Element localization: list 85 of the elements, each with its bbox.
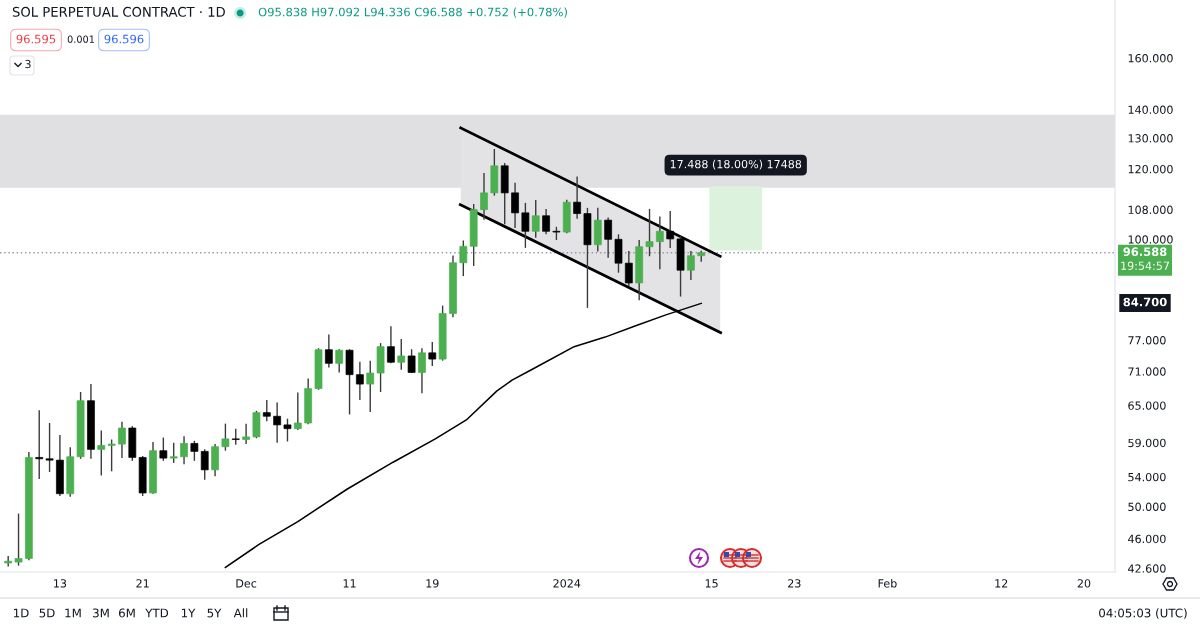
y-tick-label: 50.000 (1128, 502, 1166, 511)
x-tick-label: 2024 (553, 579, 581, 588)
x-tick-label: 13 (54, 579, 67, 588)
y-tick-label: 59.000 (1128, 438, 1166, 448)
x-tick-label: Dec (236, 579, 257, 588)
annotation: 96.595 (16, 34, 56, 44)
candlestick (190, 440, 199, 462)
candlestick (4, 555, 13, 568)
candlestick (687, 250, 695, 281)
x-tick-label: 23 (788, 579, 801, 588)
candlestick (542, 208, 550, 236)
text: 6M (118, 608, 135, 618)
x-tick-label: 11 (343, 579, 356, 588)
candlestick (180, 435, 188, 465)
y-tick-label: 140.000 (1128, 105, 1173, 114)
text: 1D (14, 608, 29, 618)
text: 1Y (181, 608, 196, 618)
annotation: 96.596 (104, 34, 144, 44)
candlestick (14, 512, 23, 567)
candlestick (159, 436, 168, 462)
y-tick-label: 120.000 (1128, 164, 1173, 174)
candlestick (324, 333, 333, 369)
x-tick-label: Feb (878, 578, 897, 588)
text: All (233, 608, 248, 618)
candlestick (283, 418, 292, 443)
y-tick-label: 46.000 (1128, 534, 1166, 544)
candlestick (35, 409, 44, 480)
y-tick-label: 160.000 (1128, 54, 1173, 63)
y-tick-label: 71.000 (1128, 367, 1166, 376)
text: YTD (145, 608, 169, 618)
candlestick (200, 448, 209, 481)
y-tick-label: 100.000 (1128, 235, 1173, 244)
y-tick-label: 108.000 (1128, 205, 1173, 215)
candlestick (262, 399, 271, 422)
x-tick-label: 19 (426, 579, 439, 588)
text: 04:05:03 (UTC) (1099, 608, 1187, 619)
y-tick-label: 54.000 (1128, 472, 1166, 482)
y-tick-label: 42.600 (1128, 564, 1166, 573)
candlestick (45, 422, 54, 473)
candlestick (459, 239, 468, 277)
candlestick (293, 391, 302, 431)
candlestick (428, 341, 437, 367)
candlestick (356, 361, 364, 401)
text: 5D (39, 608, 55, 618)
text: 84.700 (1123, 297, 1167, 307)
candlestick (242, 422, 250, 445)
candlestick (211, 443, 219, 477)
candlestick (511, 182, 519, 229)
candlestick (366, 359, 375, 413)
candlestick (169, 442, 178, 464)
y-tick-label: 65.000 (1128, 401, 1166, 410)
annotation: 3 (25, 59, 31, 69)
candlestick (614, 233, 623, 274)
candlestick (418, 347, 426, 394)
y-tick-label: 77.000 (1128, 336, 1166, 345)
x-tick-label: 12 (995, 579, 1008, 588)
text: 1M (65, 608, 81, 618)
candlestick (573, 175, 581, 220)
text: O95.838 H97.092 L94.336 C96.588 +0.752 (+0.78%) (258, 7, 567, 18)
y-tick-label: 130.000 (1128, 134, 1173, 143)
candlestick (97, 429, 106, 477)
candlestick (335, 348, 344, 374)
candlestick (645, 208, 654, 257)
candlestick (118, 421, 126, 459)
candlestick (273, 401, 281, 444)
candlestick (480, 172, 488, 221)
candlestick (107, 438, 116, 472)
x-tick-label: 21 (136, 579, 149, 588)
annotation: 0.001 (67, 35, 95, 43)
candlestick (387, 325, 395, 365)
x-tick-label: 20 (1077, 579, 1091, 588)
x-tick-label: 15 (705, 579, 718, 588)
candlestick (221, 422, 230, 452)
candlestick (656, 215, 664, 271)
text: 3M (93, 608, 109, 618)
chart-title: SOL PERPETUAL CONTRACT · 1D (12, 6, 225, 17)
candlestick (397, 338, 406, 371)
text: 19:54:57 (1121, 261, 1169, 270)
candlestick (624, 250, 633, 287)
candlestick (604, 216, 613, 259)
candlestick (531, 199, 540, 239)
ref-line-label: 96.588 (1123, 247, 1167, 257)
candlestick (666, 210, 675, 249)
annotation: 17.488 (18.00%) 17488 (670, 159, 802, 170)
text: 5Y (207, 608, 222, 618)
